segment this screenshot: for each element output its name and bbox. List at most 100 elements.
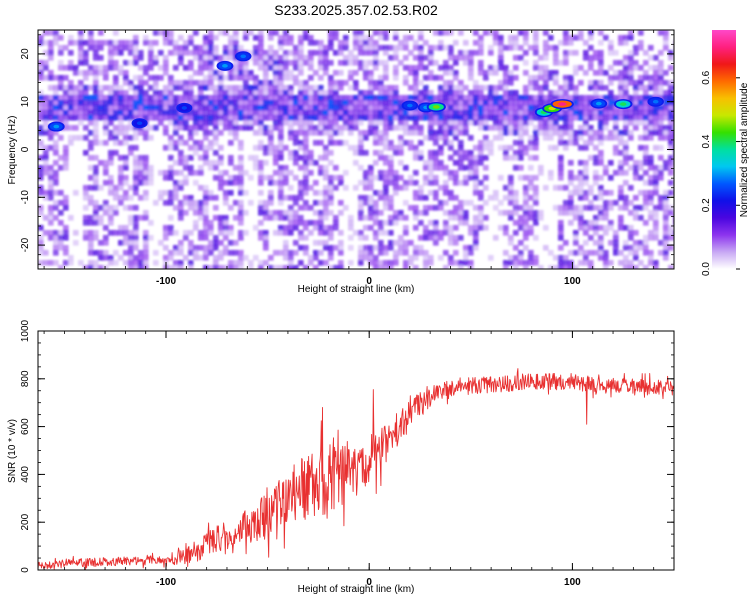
spectrogram-cell — [208, 230, 214, 236]
spectrogram-cell — [53, 30, 59, 36]
spectrogram-cell — [358, 115, 364, 121]
spectrogram-cell — [573, 110, 579, 116]
spectrogram-cell — [278, 130, 284, 136]
spectrogram-cell — [313, 210, 319, 216]
spectrogram-cell — [243, 110, 249, 116]
spectrogram-cell — [123, 180, 129, 186]
spectrogram-cell — [388, 140, 394, 146]
spectrogram-cell — [283, 230, 289, 236]
spectrogram-cell — [213, 135, 219, 141]
spectrogram-cell — [203, 150, 209, 156]
spectrogram-cell — [458, 140, 464, 146]
spectrogram-cell — [348, 145, 354, 151]
spectrogram-cell — [253, 75, 259, 81]
spectrogram-cell — [408, 130, 414, 136]
spectrogram-cell — [453, 250, 459, 256]
spectrogram-cell — [188, 205, 194, 211]
spectrogram-cell — [298, 95, 304, 101]
spectrogram-cell — [658, 145, 664, 151]
spectrogram-cell — [288, 70, 294, 76]
spectrogram-cell — [413, 45, 419, 51]
spectrogram-cell — [158, 105, 164, 111]
spectrogram-cell — [533, 40, 539, 46]
spectrogram-cell — [268, 65, 274, 71]
spectrogram-cell — [133, 230, 139, 236]
spectrogram-cell — [493, 235, 499, 241]
spectrogram-cell — [373, 110, 379, 116]
spectrogram-cell — [383, 105, 389, 111]
spectrogram-cell — [128, 95, 134, 101]
spectrogram-cell — [168, 95, 174, 101]
spectrogram-cell — [293, 135, 299, 141]
spectrogram-cell — [568, 80, 574, 86]
spectrogram-cell — [198, 85, 204, 91]
spectrogram-cell — [283, 55, 289, 61]
spectrogram-cell — [353, 230, 359, 236]
spectrogram-cell — [343, 100, 349, 106]
spectrogram-cell — [283, 35, 289, 41]
spectrogram-cell — [233, 75, 239, 81]
spectrogram-cell — [153, 55, 159, 61]
spectrogram-cell — [638, 30, 644, 36]
spectrogram-cell — [138, 55, 144, 61]
spectrogram-cell — [78, 70, 84, 76]
spectrogram-cell — [388, 55, 394, 61]
spectrogram-cell — [363, 175, 369, 181]
spectrogram-cell — [338, 80, 344, 86]
spectrogram-cell — [333, 30, 339, 36]
spectrogram-cell — [368, 170, 374, 176]
spectrogram-cell — [388, 95, 394, 101]
spectrogram-cell — [298, 120, 304, 126]
spectrogram-cell — [383, 95, 389, 101]
spectrogram-cell — [393, 190, 399, 196]
spectrogram-spot — [235, 51, 251, 61]
spectrogram-cell — [193, 115, 199, 121]
spectrogram-cell — [98, 115, 104, 121]
spectrogram-cell — [228, 250, 234, 256]
spectrogram-cell — [308, 115, 314, 121]
spectrogram-cell — [133, 155, 139, 161]
spectrogram-cell — [663, 45, 669, 51]
spectrogram-cell — [143, 180, 149, 186]
spectrogram-cell — [178, 170, 184, 176]
spectrogram-cell — [413, 155, 419, 161]
spectrogram-cell — [58, 220, 64, 226]
spectrogram-cell — [583, 130, 589, 136]
spectrogram-cell — [158, 30, 164, 36]
spectrogram-cell — [373, 220, 379, 226]
spectrogram-cell — [133, 100, 139, 106]
spectrogram-cell — [323, 240, 329, 246]
spectrogram-cell — [448, 210, 454, 216]
spectrogram-cell — [223, 50, 229, 56]
spectrogram-cell — [538, 70, 544, 76]
spectrogram-cell — [378, 95, 384, 101]
snr-x-label: Height of straight line (km) — [298, 584, 415, 595]
spectrogram-cell — [218, 145, 224, 151]
spectrogram-cell — [598, 175, 604, 181]
spectrogram-cell — [288, 220, 294, 226]
spectrogram-cell — [368, 115, 374, 121]
spectrogram-cell — [143, 255, 149, 261]
spectrogram-cell — [468, 155, 474, 161]
spectrogram-cell — [253, 110, 259, 116]
spectrogram-cell — [338, 200, 344, 206]
spectrogram-cell — [338, 115, 344, 121]
spectrogram-cell — [258, 180, 264, 186]
spectrogram-cell — [498, 45, 504, 51]
spectrogram-cell — [603, 200, 609, 206]
spectrogram-cell — [213, 85, 219, 91]
spectrogram-cell — [328, 160, 334, 166]
spectrogram-cell — [488, 45, 494, 51]
spectrogram-cell — [108, 65, 114, 71]
spectrogram-cell — [653, 260, 659, 266]
spectrogram-cell — [533, 235, 539, 241]
spectrogram-cell — [298, 70, 304, 76]
spectrogram-cell — [203, 100, 209, 106]
spectrogram-cell — [433, 160, 439, 166]
spectrogram-cell — [93, 115, 99, 121]
spectrogram-cell — [453, 170, 459, 176]
y-tick-label: 200 — [20, 513, 31, 530]
spectrogram-cell — [293, 45, 299, 51]
spectrogram-cell — [258, 45, 264, 51]
spectrogram-cell — [623, 265, 629, 271]
